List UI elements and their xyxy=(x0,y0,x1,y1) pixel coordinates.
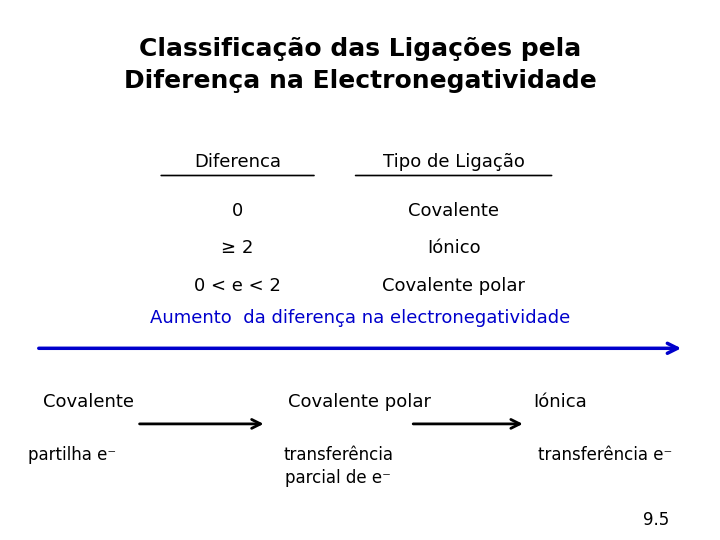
Text: transferência
parcial de e⁻: transferência parcial de e⁻ xyxy=(284,446,393,487)
Text: ≥ 2: ≥ 2 xyxy=(222,239,253,258)
Text: Diferenca: Diferenca xyxy=(194,153,281,171)
Text: Covalente polar: Covalente polar xyxy=(288,393,431,411)
Text: 9.5: 9.5 xyxy=(644,511,670,529)
Text: Classificação das Ligações pela
Diferença na Electronegatividade: Classificação das Ligações pela Diferenç… xyxy=(124,37,596,92)
Text: Tipo de Ligação: Tipo de Ligação xyxy=(382,153,525,171)
Text: Iónico: Iónico xyxy=(427,239,480,258)
Text: Covalente: Covalente xyxy=(43,393,134,411)
Text: partilha e⁻: partilha e⁻ xyxy=(28,446,116,463)
Text: Aumento  da diferença na electronegatividade: Aumento da diferença na electronegativid… xyxy=(150,309,570,327)
Text: Iónica: Iónica xyxy=(533,393,587,411)
Text: Covalente: Covalente xyxy=(408,201,499,220)
Text: transferência e⁻: transferência e⁻ xyxy=(538,446,672,463)
Text: 0: 0 xyxy=(232,201,243,220)
Text: Covalente polar: Covalente polar xyxy=(382,277,525,295)
Text: 0 < e < 2: 0 < e < 2 xyxy=(194,277,281,295)
